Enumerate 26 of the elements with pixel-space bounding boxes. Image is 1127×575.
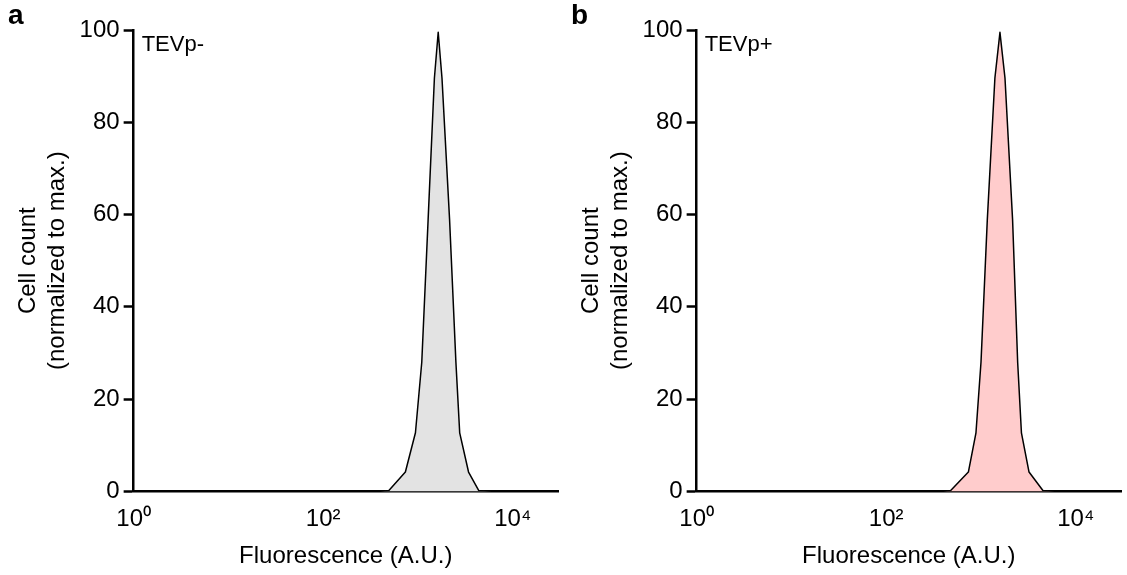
y-axis-title: Cell count (normalized to max.) xyxy=(13,151,69,371)
y-tick-label: 20 xyxy=(92,383,120,411)
y-tick-label: 80 xyxy=(655,106,683,134)
x-axis-title: Fluorescence (A.U.) xyxy=(239,541,453,569)
y-tick-label: 100 xyxy=(79,14,120,42)
y-axis-title: Cell count (normalized to max.) xyxy=(576,151,632,371)
y-tick-label: 40 xyxy=(92,291,120,319)
y-tick-label: 0 xyxy=(669,476,683,504)
y-tick-label: 20 xyxy=(655,383,683,411)
x-tick-label: 10² xyxy=(868,504,904,532)
text: a xyxy=(8,0,24,30)
y-tick-label: 60 xyxy=(92,199,120,227)
x-tick-label: 10⁰ xyxy=(116,504,151,532)
x-axis-title: Fluorescence (A.U.) xyxy=(802,541,1016,569)
y-tick-label: 60 xyxy=(655,199,683,227)
chart-title: TEVp- xyxy=(141,31,204,57)
y-tick-label: 40 xyxy=(655,291,683,319)
y-tick-label: 0 xyxy=(106,476,120,504)
chart-title: TEVp+ xyxy=(704,31,773,57)
x-tick-label: 10² xyxy=(305,504,341,532)
x-tick-label: 10⁰ xyxy=(679,504,714,532)
text: b xyxy=(571,0,589,30)
x-tick-label: 10⁴ xyxy=(1057,504,1095,532)
y-tick-label: 100 xyxy=(642,14,683,42)
y-tick-label: 80 xyxy=(92,106,120,134)
x-tick-label: 10⁴ xyxy=(494,504,532,532)
